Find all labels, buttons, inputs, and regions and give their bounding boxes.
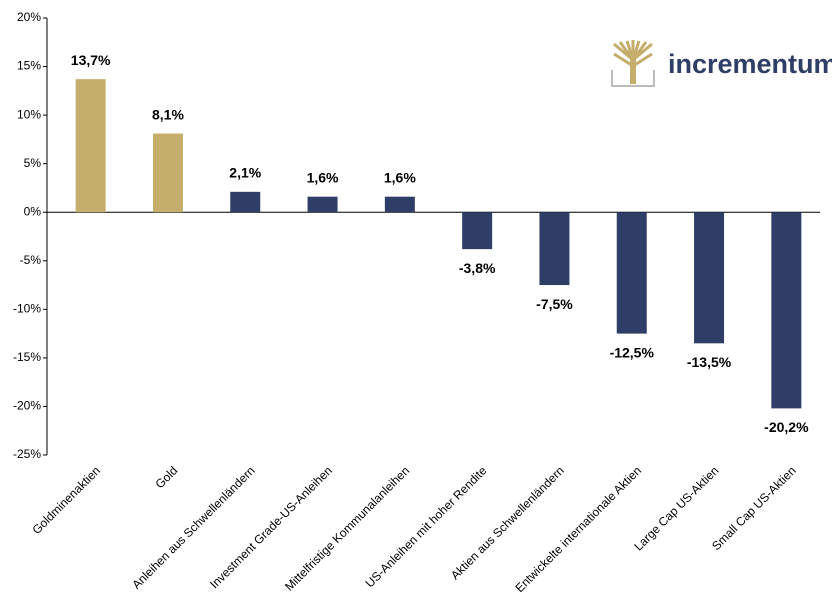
value-label: 8,1% bbox=[152, 106, 184, 122]
x-tick-label: Large Cap US-Aktien bbox=[631, 463, 721, 553]
y-tick-label: -10% bbox=[13, 302, 41, 316]
bar bbox=[616, 212, 647, 334]
x-tick-label: Gold bbox=[152, 463, 180, 491]
y-tick-label: 15% bbox=[17, 59, 41, 73]
y-tick-label: -15% bbox=[13, 350, 41, 364]
x-tick-label: Goldminenaktien bbox=[29, 463, 103, 537]
value-label: 1,6% bbox=[384, 169, 416, 185]
value-label: -20,2% bbox=[764, 419, 809, 435]
bar bbox=[539, 212, 570, 286]
value-label: 2,1% bbox=[229, 165, 261, 181]
logo-icon bbox=[611, 40, 655, 87]
bar bbox=[230, 191, 261, 213]
y-tick-label: 20% bbox=[17, 10, 41, 24]
x-tick-label: Entwickelte internationale Aktien bbox=[513, 463, 645, 595]
x-tick-label: Small Cap US-Aktien bbox=[709, 463, 799, 553]
bar bbox=[694, 212, 725, 344]
y-tick-label: 10% bbox=[17, 107, 41, 121]
bar bbox=[384, 196, 415, 213]
x-tick-label: Mittelfristige Kommunalanleihen bbox=[282, 463, 412, 593]
x-tick-label: Investment Grade-US-Anleihen bbox=[207, 463, 335, 591]
value-label: -13,5% bbox=[687, 354, 732, 370]
value-label: 13,7% bbox=[71, 52, 111, 68]
value-label: -12,5% bbox=[610, 344, 655, 360]
bar bbox=[152, 133, 183, 213]
y-tick-label: -5% bbox=[20, 253, 42, 267]
bar bbox=[462, 212, 493, 250]
value-label: -3,8% bbox=[459, 260, 496, 276]
bar bbox=[75, 79, 106, 213]
bar bbox=[307, 196, 338, 213]
x-tick-label: Anleihen aus Schwellenländern bbox=[129, 463, 257, 591]
y-tick-label: -20% bbox=[13, 399, 41, 413]
y-tick-label: -25% bbox=[13, 447, 41, 461]
y-tick-label: 0% bbox=[24, 204, 42, 218]
bar bbox=[771, 212, 802, 409]
value-label: 1,6% bbox=[307, 169, 339, 185]
value-label: -7,5% bbox=[536, 296, 573, 312]
logo-text: incrementum bbox=[668, 49, 832, 79]
x-tick-label: US-Anleihen mit hoher Rendite bbox=[363, 463, 490, 590]
y-tick-label: 5% bbox=[24, 156, 42, 170]
